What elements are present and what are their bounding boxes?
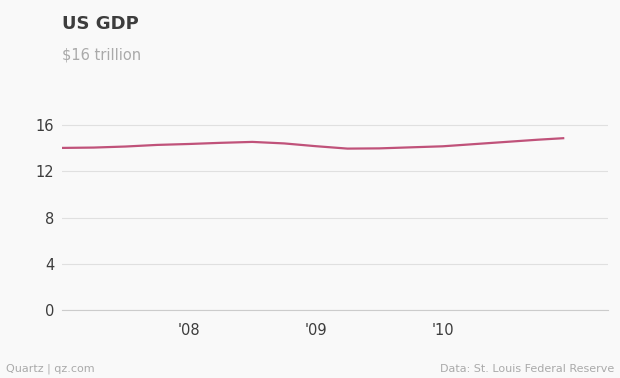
Text: $16 trillion: $16 trillion: [62, 47, 141, 62]
Text: Data: St. Louis Federal Reserve: Data: St. Louis Federal Reserve: [440, 364, 614, 374]
Text: Quartz | qz.com: Quartz | qz.com: [6, 364, 95, 374]
Text: US GDP: US GDP: [62, 15, 139, 33]
